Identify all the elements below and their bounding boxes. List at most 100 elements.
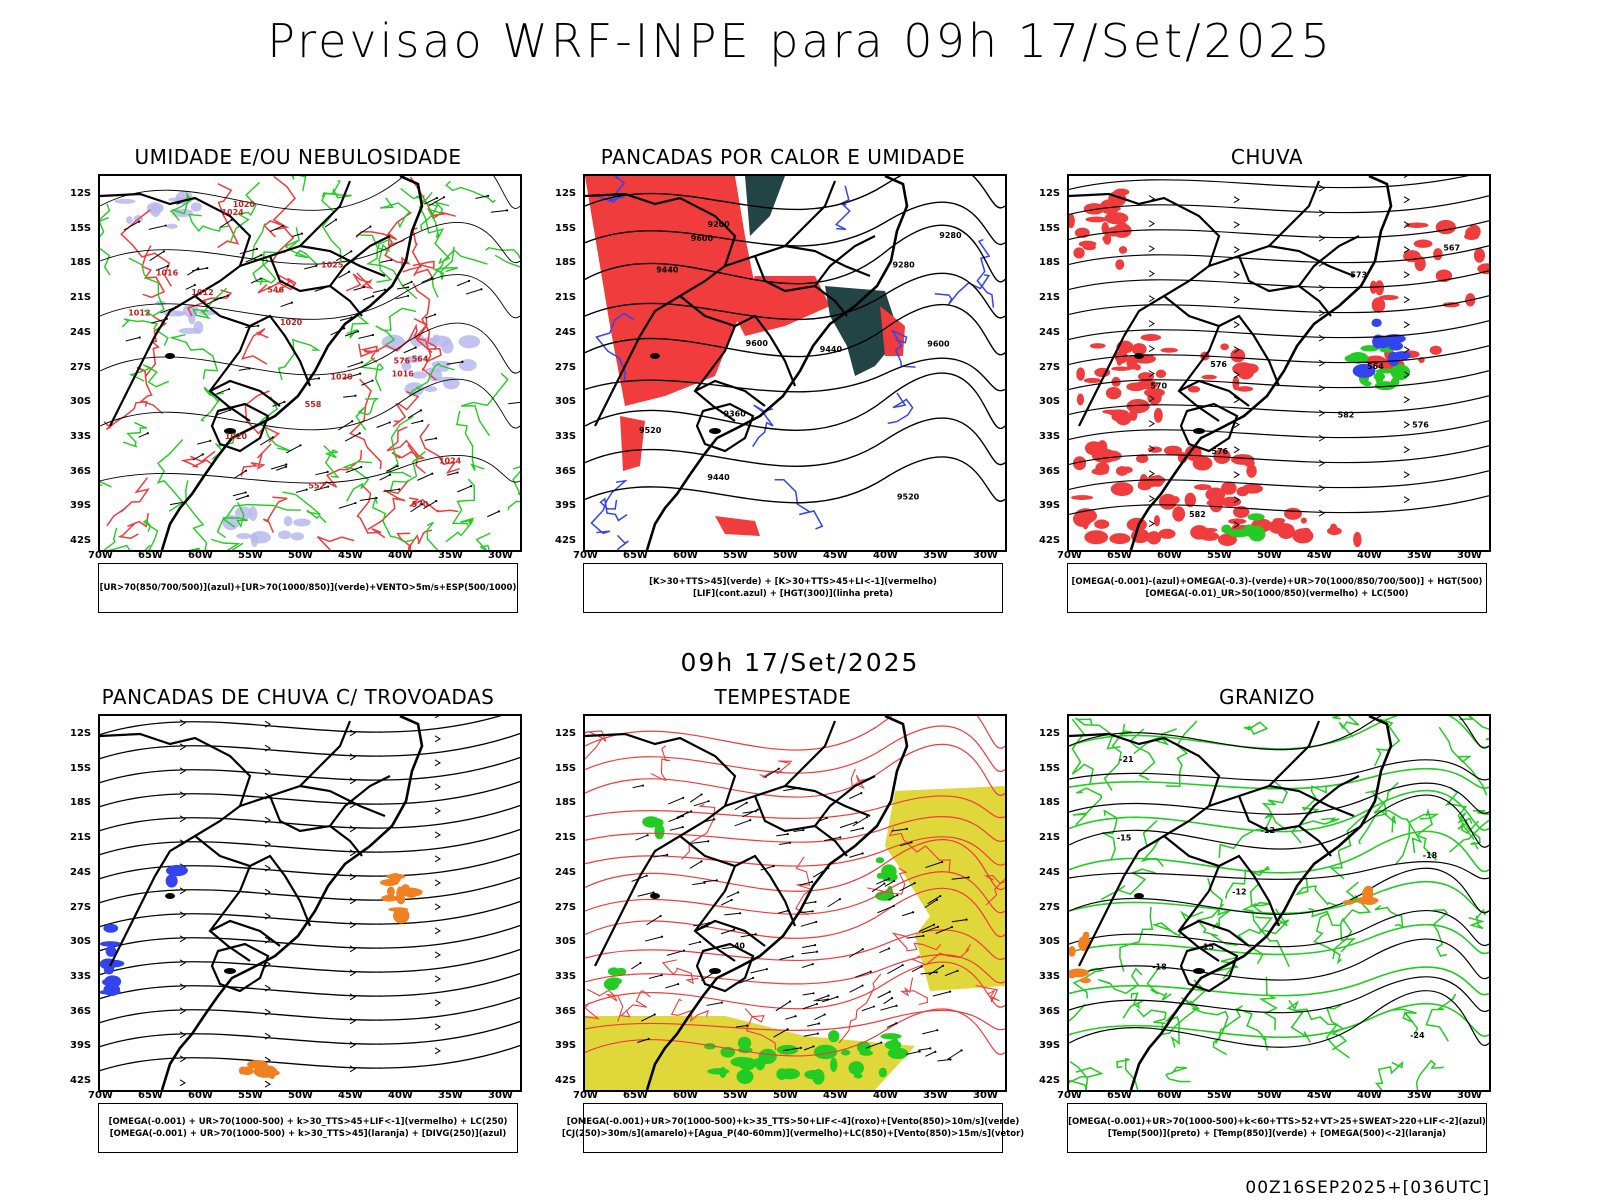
latitude-label: 12S (70, 188, 92, 199)
latitude-label: 18S (1039, 257, 1061, 269)
latitude-label: 39S (555, 500, 577, 512)
latitude-label: 24S (555, 326, 577, 338)
longitude-label: 70W (573, 550, 598, 561)
latitude-label: 18S (1039, 797, 1061, 809)
legend-line: [CJ(250)>30m/s](amarelo)+[Agua_P(40-60mm… (561, 1129, 1025, 1139)
latitude-label: 36S (555, 465, 577, 477)
longitude-label: 70W (1057, 550, 1082, 561)
map-area: 40 (583, 714, 1007, 1092)
latitude-label: 18S (555, 797, 577, 809)
longitude-label: 50W (288, 1090, 313, 1101)
latitude-label: 18S (70, 797, 92, 809)
contour-label: 1024 (439, 457, 462, 466)
contour-label: 1012 (128, 309, 150, 318)
longitude-label: 45W (1307, 550, 1332, 561)
contour-label: -21 (1119, 755, 1134, 764)
panel-title: PANCADAS DE CHUVA C/ TROVOADAS (101, 685, 495, 709)
latitude-label: 42S (70, 1075, 92, 1086)
latitude-label: 42S (1039, 1075, 1061, 1086)
contour-label: 1016 (392, 369, 415, 378)
latitude-label: 21S (1039, 292, 1061, 304)
contour-label: 567 (1443, 244, 1460, 253)
contour-label: 1020 (280, 318, 303, 327)
contour-label: 40 (734, 942, 746, 951)
panel-title: UMIDADE E/OU NEBULOSIDADE (134, 145, 462, 169)
latitude-label: 15S (1039, 762, 1061, 774)
map-svg (100, 716, 520, 1090)
latitude-label: 15S (1039, 222, 1061, 234)
latitude-label: 21S (70, 832, 92, 844)
longitude-label: 55W (723, 1090, 748, 1101)
latitude-label: 24S (1039, 326, 1061, 338)
latitude-label: 24S (1039, 866, 1061, 878)
longitude-label: 60W (188, 550, 213, 561)
contour-label: 1025 (321, 261, 344, 270)
longitude-label: 35W (923, 550, 948, 561)
longitude-label: 30W (488, 550, 513, 561)
longitude-label: 40W (388, 1090, 413, 1101)
longitude-label: 55W (1207, 550, 1232, 561)
latitude-label: 33S (555, 970, 577, 982)
contour-label: 570 (412, 500, 429, 509)
panel-chuva: CHUVA 582 582 576 576 576 573 570 567 564 12S 15S 18… (1027, 145, 1507, 627)
latitude-label: 39S (1039, 500, 1061, 512)
latitude-label: 12S (70, 728, 92, 739)
contour-label: -18 (1152, 962, 1167, 971)
latitude-label: 24S (70, 326, 92, 338)
legend-line: [OMEGA(-0.001) + UR>70(1000-500) + k>30_… (108, 1117, 508, 1127)
legend-box: [OMEGA(-0.001)-(azul)+OMEGA(-0.3)-(verde… (1067, 563, 1487, 613)
map-svg: 582 582 576 576 576 573 570 567 564 (1069, 176, 1489, 550)
legend-box: [OMEGA(-0.001) + UR>70(1000-500) + k>30_… (98, 1103, 518, 1153)
panel-umidade: UMIDADE E/OU NEBULOSIDADE 1012 1016 1020 102… (58, 145, 538, 627)
latitude-label: 30S (70, 936, 92, 948)
contour-label: 582 (1189, 510, 1206, 519)
longitude-label: 50W (773, 1090, 798, 1101)
contour-label: 564 (1367, 362, 1384, 371)
longitude-label: 65W (138, 1090, 163, 1101)
map-svg: 40 (585, 716, 1005, 1090)
latitude-label: 36S (555, 1005, 577, 1017)
longitude-label: 40W (873, 550, 898, 561)
longitude-label: 60W (673, 1090, 698, 1101)
contour-label: 9200 (707, 220, 730, 229)
legend-line: [Temp(500)](preto) + [Temp(850)](verde) … (1107, 1129, 1447, 1139)
latitude-label: 12S (555, 728, 577, 739)
legend-box: [OMEGA(-0.001)+UR>70(1000-500)+k>35_TTS>… (562, 1103, 1024, 1153)
longitude-label: 50W (773, 550, 798, 561)
main-title: Previsao WRF-INPE para 09h 17/Set/2025 (267, 14, 1333, 68)
contour-label: -12 (1261, 826, 1275, 835)
panel-granizo: GRANIZO -12 -15 -18 -18 -15 -12 -24 -21 12S 15S 18S… (1027, 685, 1507, 1167)
contour-label: 9440 (707, 473, 730, 482)
longitude-label: 70W (1057, 1090, 1082, 1101)
map-area: -12 -15 -18 -18 -15 -12 -24 -21 (1067, 714, 1491, 1092)
contour-label: -24 (1410, 1031, 1425, 1040)
map-svg: -12 -15 -18 -18 -15 -12 -24 -21 (1069, 716, 1489, 1090)
contour-label: 9280 (939, 231, 962, 240)
panel-title: GRANIZO (1218, 685, 1316, 709)
latitude-label: 21S (555, 832, 577, 844)
legend-line: [OMEGA(-0.001)+UR>70(1000-500)+k<60+TTS>… (1068, 1117, 1486, 1127)
legend-line: [LIF](cont.azul) + [HGT(300)](linha pret… (692, 589, 894, 599)
longitude-label: 55W (1207, 1090, 1232, 1101)
longitude-label: 30W (1457, 1090, 1482, 1101)
latitude-label: 42S (70, 535, 92, 546)
latitude-label: 27S (555, 901, 577, 913)
legend-line: [OMEGA(-0.001)+UR>70(1000-500)+k>35_TTS>… (566, 1117, 1020, 1127)
contour-label: 1024 (221, 208, 244, 217)
latitude-label: 39S (1039, 1040, 1061, 1052)
contour-label: 9280 (892, 260, 915, 269)
panel-title: TEMPESTADE (714, 685, 852, 709)
contour-label: 1012 (191, 288, 213, 297)
contour-label: 564 (412, 354, 429, 363)
contour-label: 9440 (656, 266, 679, 275)
latitude-label: 21S (70, 292, 92, 304)
longitude-label: 45W (1307, 1090, 1332, 1101)
latitude-label: 42S (1039, 535, 1061, 546)
latitude-label: 27S (555, 361, 577, 373)
longitude-label: 60W (1157, 550, 1182, 561)
legend-line: [UR>70(850/700/500)](azul)+[UR>70(1000/8… (99, 583, 517, 593)
longitude-label: 30W (488, 1090, 513, 1101)
contour-label: 570 (1150, 382, 1167, 391)
contour-label: 573 (1350, 271, 1367, 280)
legend-box: [OMEGA(-0.001)+UR>70(1000-500)+k<60+TTS>… (1067, 1103, 1487, 1153)
